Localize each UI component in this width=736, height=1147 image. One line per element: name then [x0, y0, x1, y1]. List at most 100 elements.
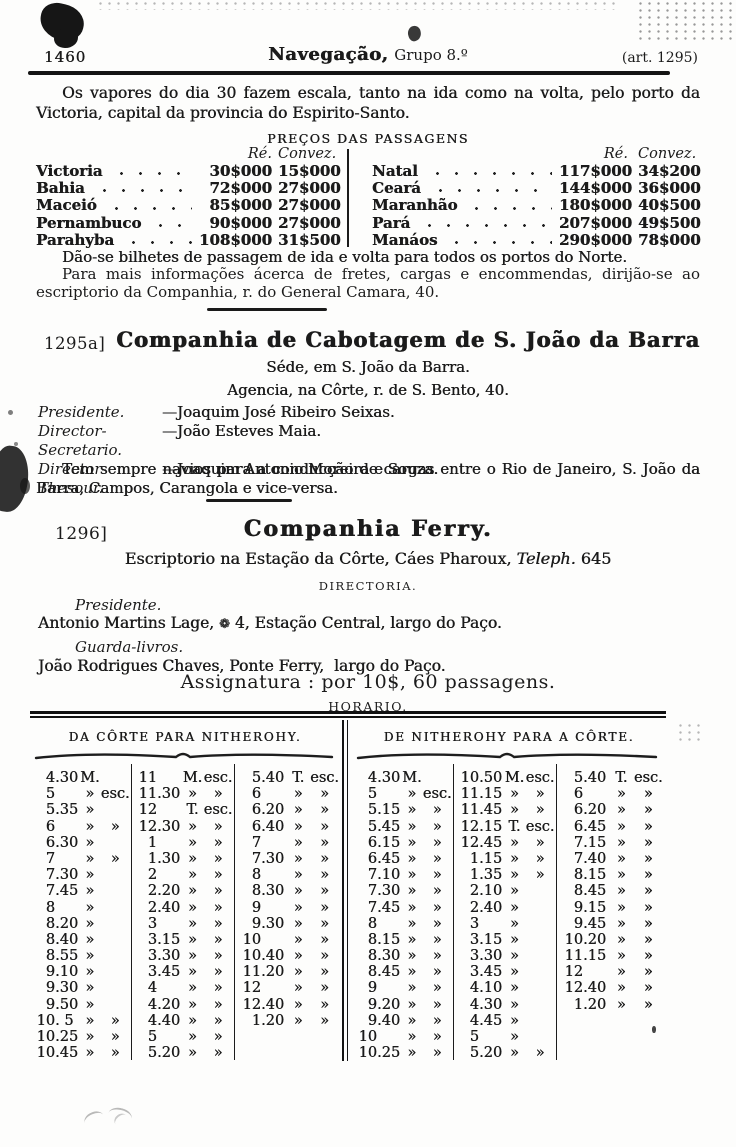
escala-mark: »: [432, 948, 442, 965]
timetable-row: 3»: [458, 916, 555, 932]
period-mark: »: [188, 915, 197, 932]
period-mark: »: [616, 931, 626, 948]
ferry-teleph-number: 645: [575, 549, 612, 568]
departure-time: 9.45: [562, 916, 610, 932]
time-hour: 5: [147, 1045, 157, 1062]
escala-mark: »: [320, 915, 329, 932]
escala-mark: esc.: [633, 770, 663, 786]
time-minutes: .40: [261, 996, 285, 1013]
escala-mark: »: [432, 915, 442, 932]
escala-mark: »: [535, 850, 545, 867]
escala-mark: »: [320, 850, 329, 867]
price-header-convez-right: Convez.: [638, 146, 697, 162]
escala-mark: »: [432, 899, 442, 916]
period-mark: »: [510, 899, 519, 916]
departure-time: 7.30: [240, 851, 287, 867]
time-hour: 2: [147, 899, 157, 916]
time-hour: 11: [138, 786, 157, 803]
port-name: Parahyba: [36, 230, 115, 249]
period-mark: »: [85, 786, 95, 803]
timetable-row: 11 M. esc.: [136, 770, 233, 786]
intro-paragraph: Os vapores do dia 30 fazem escala, tanto…: [36, 84, 700, 122]
period-mark: »: [510, 850, 519, 867]
timetable-row: 12.45 » »: [458, 835, 555, 851]
time-minutes: .15: [479, 931, 503, 948]
period-mark: »: [293, 948, 303, 965]
time-hour: 8: [251, 867, 261, 884]
departure-time: 11.15: [458, 786, 504, 802]
time-hour: 7: [251, 834, 261, 851]
period-mark: »: [510, 867, 519, 884]
departure-time: 10: [356, 1029, 401, 1045]
ferry-bookkeeper-role: Guarda-livros.: [75, 638, 184, 656]
departure-time: 5.20: [136, 1045, 182, 1061]
time-hour: 7: [45, 867, 55, 884]
period-mark: »: [85, 850, 95, 867]
port-name: Victoria: [36, 162, 103, 180]
time-hour: 1: [573, 996, 583, 1013]
ferry-title: Companhia Ferry.: [243, 516, 493, 542]
departure-time: 11.45: [458, 802, 504, 818]
period-mark: »: [188, 931, 197, 948]
time-hour: 11: [460, 786, 479, 803]
timetable-row: 2.40 » »: [136, 900, 233, 916]
swelled-rule-right: [356, 752, 658, 760]
timetable-row: 7.40 » »: [562, 851, 664, 867]
time-hour: 2: [147, 867, 157, 884]
price-re: 108$000: [198, 230, 272, 249]
timetable-row: 6.20 » »: [562, 802, 664, 818]
timetable-row: 11.15 » »: [458, 786, 555, 802]
port-name: Pernambuco: [36, 213, 142, 232]
officer-row: Presidente. —Joaquim José Ribeiro Seixas.: [38, 403, 658, 422]
departure-time: 1.15: [458, 851, 504, 867]
time-hour: 8: [251, 883, 261, 900]
escala-mark: »: [320, 964, 329, 981]
escala-mark: »: [643, 964, 653, 981]
period-mark: »: [188, 899, 197, 916]
time-minutes: .15: [583, 899, 607, 916]
time-hour: 10: [358, 1045, 377, 1062]
departure-time: 10.25: [34, 1029, 79, 1045]
period-mark: T.: [615, 770, 628, 786]
timetable-row: 4.10 »: [458, 980, 555, 996]
period-mark: »: [293, 931, 303, 948]
time-minutes: .30: [377, 948, 401, 965]
escala-mark: »: [432, 834, 442, 851]
time-minutes: .45: [377, 818, 401, 835]
departure-time: 8.15: [562, 867, 610, 883]
time-minutes: .40: [157, 899, 181, 916]
period-mark: »: [616, 786, 626, 803]
escala-mark: »: [643, 834, 653, 851]
escala-mark: [100, 916, 130, 932]
time-minutes: .20: [261, 964, 285, 981]
departure-time: 2.10: [458, 883, 504, 899]
departure-time: 1.35: [458, 867, 504, 883]
leader-dots: [104, 198, 192, 211]
timetable-row: 8.45 » »: [562, 883, 664, 899]
departure-time: 4.40: [136, 1013, 182, 1029]
escala-mark: esc.: [422, 786, 452, 803]
time-minutes: .30: [479, 948, 503, 965]
escala-mark: »: [643, 899, 653, 916]
departure-time: 6.15: [356, 835, 401, 851]
period-mark: »: [293, 818, 303, 835]
time-minutes: .30: [261, 915, 285, 932]
departure-time: 5.35: [34, 802, 79, 818]
timetable-row: 9.45 » »: [562, 916, 664, 932]
period-mark: »: [616, 948, 626, 965]
timetable-row: 9 » »: [356, 980, 452, 996]
timetable-row: 3.30 »: [458, 948, 555, 964]
timetable-row: 4.30 »: [458, 997, 555, 1013]
period-mark: »: [616, 899, 626, 916]
time-hour: 4: [469, 996, 479, 1013]
escala-mark: »: [213, 1029, 223, 1045]
time-hour: 5: [367, 786, 377, 803]
period-mark: »: [188, 834, 197, 851]
time-hour: 6: [45, 834, 55, 851]
departure-time: 8.45: [356, 964, 401, 980]
article-reference: (art. 1295): [621, 50, 698, 66]
escala-mark: [525, 916, 555, 932]
timetable-row: 10.50 M. esc.: [458, 770, 555, 786]
departure-time: 9.10: [34, 964, 79, 980]
escala-mark: »: [110, 850, 120, 867]
